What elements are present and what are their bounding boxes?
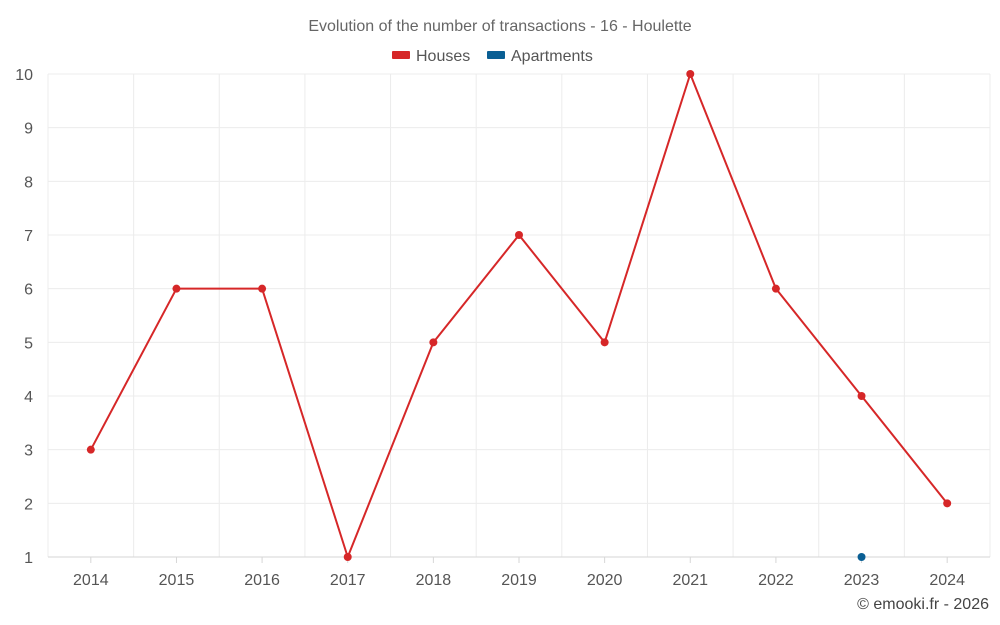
credit-text: © emooki.fr - 2026 bbox=[857, 596, 989, 613]
x-tick-label: 2022 bbox=[758, 572, 794, 589]
data-point-houses-2018[interactable] bbox=[429, 338, 438, 347]
y-tick-label: 4 bbox=[24, 389, 33, 406]
x-tick-label: 2023 bbox=[844, 572, 880, 589]
legend-item-houses[interactable]: Houses bbox=[392, 48, 470, 65]
legend-label-apartments: Apartments bbox=[511, 48, 593, 65]
y-tick-label: 10 bbox=[15, 67, 33, 84]
y-tick-label: 1 bbox=[24, 550, 33, 567]
data-point-houses-2015[interactable] bbox=[172, 284, 181, 293]
y-tick-label: 3 bbox=[24, 443, 33, 460]
y-tick-label: 8 bbox=[24, 174, 33, 191]
x-tick-label: 2015 bbox=[159, 572, 195, 589]
y-tick-label: 9 bbox=[24, 121, 33, 138]
data-point-houses-2021[interactable] bbox=[686, 70, 695, 78]
legend-swatch-houses bbox=[392, 51, 410, 59]
data-point-houses-2017[interactable] bbox=[343, 553, 352, 561]
x-tick-label: 2018 bbox=[416, 572, 452, 589]
data-point-houses-2020[interactable] bbox=[600, 338, 609, 347]
axes: 1 2 3 4 5 6 7 8 9 10 2014 2015 2016 2017 2018 2019 2020 2… bbox=[15, 67, 990, 589]
series bbox=[86, 70, 952, 561]
legend-swatch-apartments bbox=[487, 51, 505, 59]
y-tick-label: 7 bbox=[24, 228, 33, 245]
x-tick-label: 2021 bbox=[672, 572, 708, 589]
x-tick-label: 2020 bbox=[587, 572, 623, 589]
legend-item-apartments[interactable]: Apartments bbox=[487, 48, 593, 65]
chart-title: Evolution of the number of transactions … bbox=[308, 18, 691, 35]
data-point-houses-2022[interactable] bbox=[771, 284, 780, 293]
data-point-houses-2019[interactable] bbox=[515, 231, 523, 239]
x-tick-label: 2016 bbox=[244, 572, 280, 589]
y-tick-label: 2 bbox=[24, 496, 33, 513]
data-point-houses-2016[interactable] bbox=[258, 284, 267, 293]
legend-label-houses: Houses bbox=[416, 48, 470, 65]
y-tick-label: 5 bbox=[24, 335, 33, 352]
x-tick-label: 2019 bbox=[501, 572, 537, 589]
grid bbox=[47, 73, 991, 557]
x-tick-label: 2014 bbox=[73, 572, 109, 589]
data-point-apartments-2023[interactable] bbox=[857, 553, 866, 561]
x-tick-label: 2024 bbox=[929, 572, 965, 589]
x-tick-label: 2017 bbox=[330, 572, 366, 589]
data-point-houses-2014[interactable] bbox=[86, 445, 95, 454]
data-point-houses-2024[interactable] bbox=[943, 499, 952, 508]
legend: Houses Apartments bbox=[392, 48, 593, 65]
y-tick-label: 6 bbox=[24, 282, 33, 299]
data-point-houses-2023[interactable] bbox=[857, 392, 866, 400]
